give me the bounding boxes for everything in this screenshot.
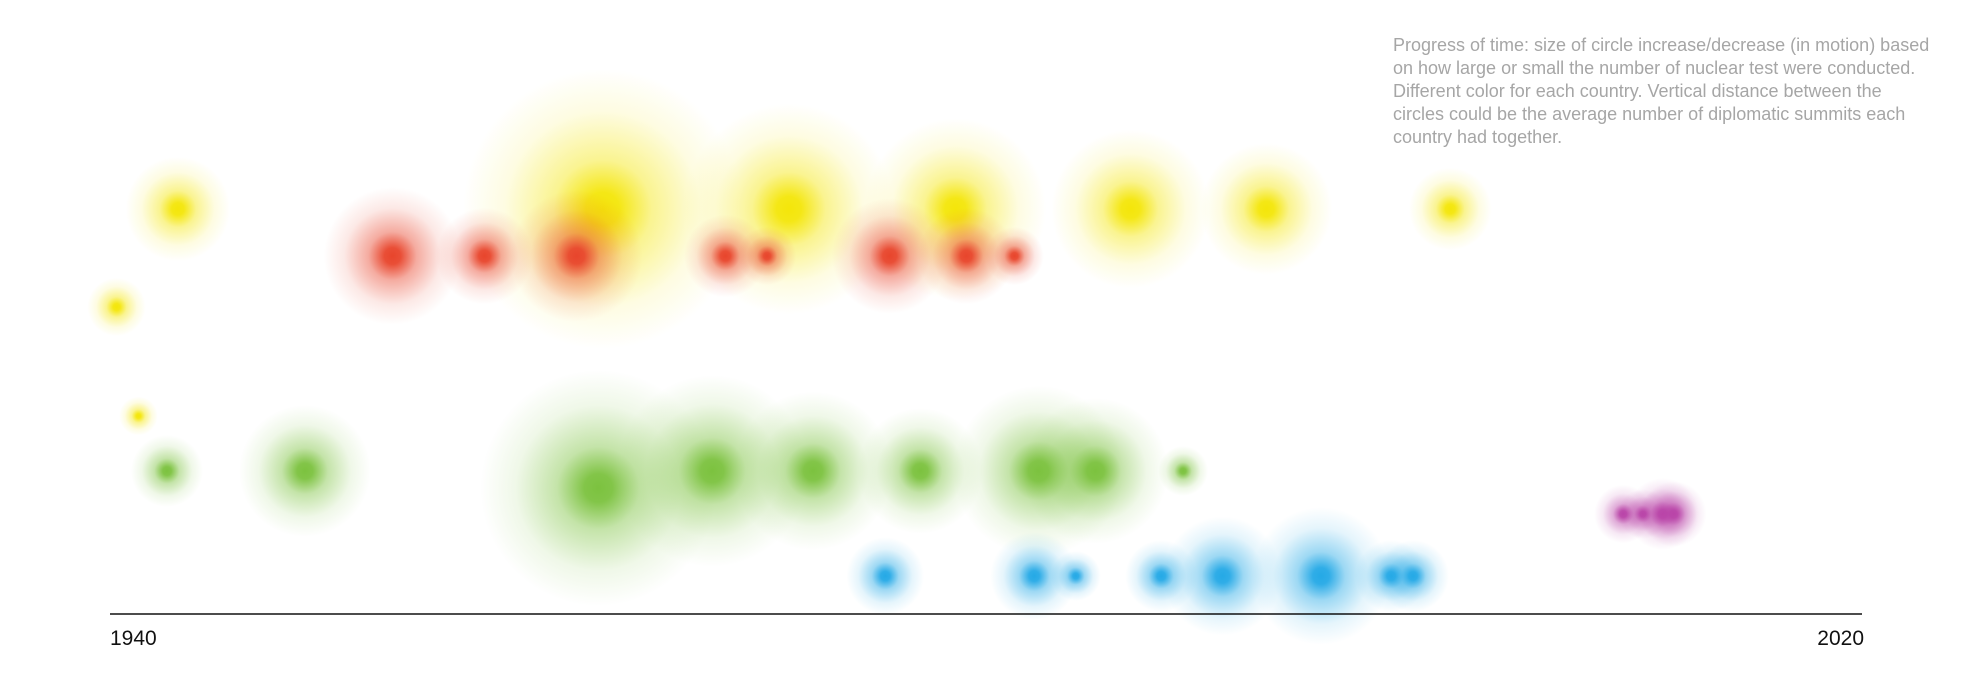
bubble-series-4-point-0 — [130, 435, 203, 507]
bubble-series-1-point-0 — [87, 277, 146, 337]
bubble-series-3-point-1 — [436, 207, 533, 305]
bubble-series-5-point-1 — [990, 532, 1079, 620]
bubble-series-5-point-5 — [1252, 507, 1390, 645]
bubble-series-4-point-8 — [1158, 446, 1209, 496]
bubble-series-3-point-4 — [737, 226, 797, 286]
annotation-note: Progress of time: size of circle increas… — [1393, 35, 1930, 147]
bubble-series-4-point-1 — [238, 405, 371, 537]
bubble-series-3-point-2 — [510, 190, 643, 322]
bubble-series-3-point-3 — [683, 214, 767, 298]
bubble-series-0-point-5 — [1200, 143, 1333, 275]
bubble-series-6-point-3 — [1640, 481, 1707, 547]
bubble-series-0-point-6 — [1408, 167, 1492, 251]
bubble-series-2-point-0 — [119, 396, 158, 436]
bubble-series-3-point-6 — [917, 207, 1015, 305]
bubble-series-0-point-0 — [125, 156, 231, 262]
bubble-series-5-point-4 — [1162, 516, 1283, 636]
bubble-series-5-point-2 — [1050, 551, 1101, 601]
bubble-series-0-point-4 — [1051, 129, 1210, 289]
bubble-series-5-point-7 — [1377, 540, 1450, 612]
bubble-series-4-point-4 — [733, 391, 893, 551]
bubble-series-3-point-7 — [985, 226, 1044, 286]
bubble-series-3-point-5 — [831, 198, 948, 314]
axis-start-label: 1940 — [110, 627, 157, 650]
bubbles-layer — [87, 69, 1707, 645]
bubble-series-5-point-0 — [846, 537, 925, 615]
bubble-series-4-point-5 — [857, 408, 984, 534]
bubble-series-3-point-0 — [323, 187, 462, 325]
bubble-series-4-point-7 — [1022, 398, 1169, 544]
axis-end-label: 2020 — [1817, 627, 1864, 650]
